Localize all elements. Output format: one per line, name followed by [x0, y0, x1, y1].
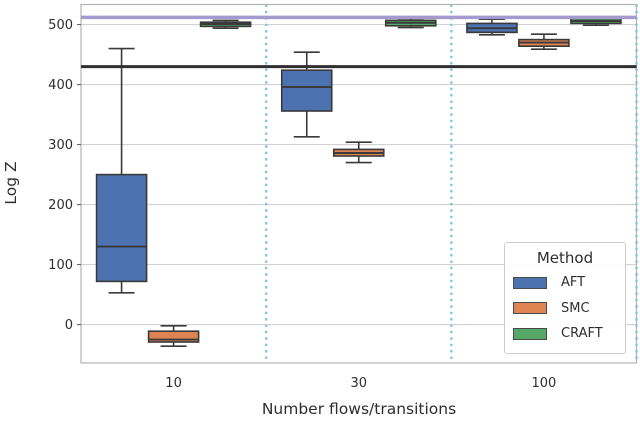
x-tick-label: 100: [532, 376, 557, 391]
legend-label: SMC: [561, 300, 590, 316]
legend-item-craft: CRAFT: [505, 321, 625, 347]
box-smc-100: [518, 33, 570, 51]
y-tick-label: 400: [48, 78, 73, 93]
legend-item-smc: SMC: [505, 296, 625, 322]
box-rect: [147, 330, 200, 343]
legend-label: AFT: [561, 275, 586, 291]
box-craft-10: [199, 19, 252, 30]
legend-label: CRAFT: [561, 326, 603, 342]
box-aft-10: [95, 47, 148, 294]
box-rect: [95, 173, 148, 283]
box-rect: [280, 69, 333, 112]
y-tick-label: 0: [65, 318, 73, 333]
x-tick-label: 30: [350, 376, 367, 391]
y-tick-label: 100: [48, 258, 73, 273]
y-tick-label: 200: [48, 198, 73, 213]
legend-swatch-smc: [513, 302, 547, 315]
box-craft-30: [384, 17, 437, 29]
legend-swatch-aft: [513, 276, 547, 289]
x-axis-title: Number flows/transitions: [261, 400, 457, 418]
legend-swatch-craft: [513, 327, 547, 340]
legend-title: Method: [536, 249, 594, 267]
y-tick-label: 300: [48, 138, 73, 153]
legend-items: AFT SMC CRAFT: [505, 270, 625, 347]
x-tick-label: 10: [165, 376, 182, 391]
box-smc-30: [332, 141, 385, 164]
y-tick-label: 500: [48, 18, 73, 33]
box-smc-10: [147, 324, 200, 348]
box-aft-30: [280, 51, 333, 138]
legend: Method AFT SMC CRAFT: [504, 242, 626, 354]
y-axis-title: Log Z: [2, 161, 20, 205]
box-aft-100: [466, 18, 518, 36]
legend-item-aft: AFT: [505, 270, 625, 296]
